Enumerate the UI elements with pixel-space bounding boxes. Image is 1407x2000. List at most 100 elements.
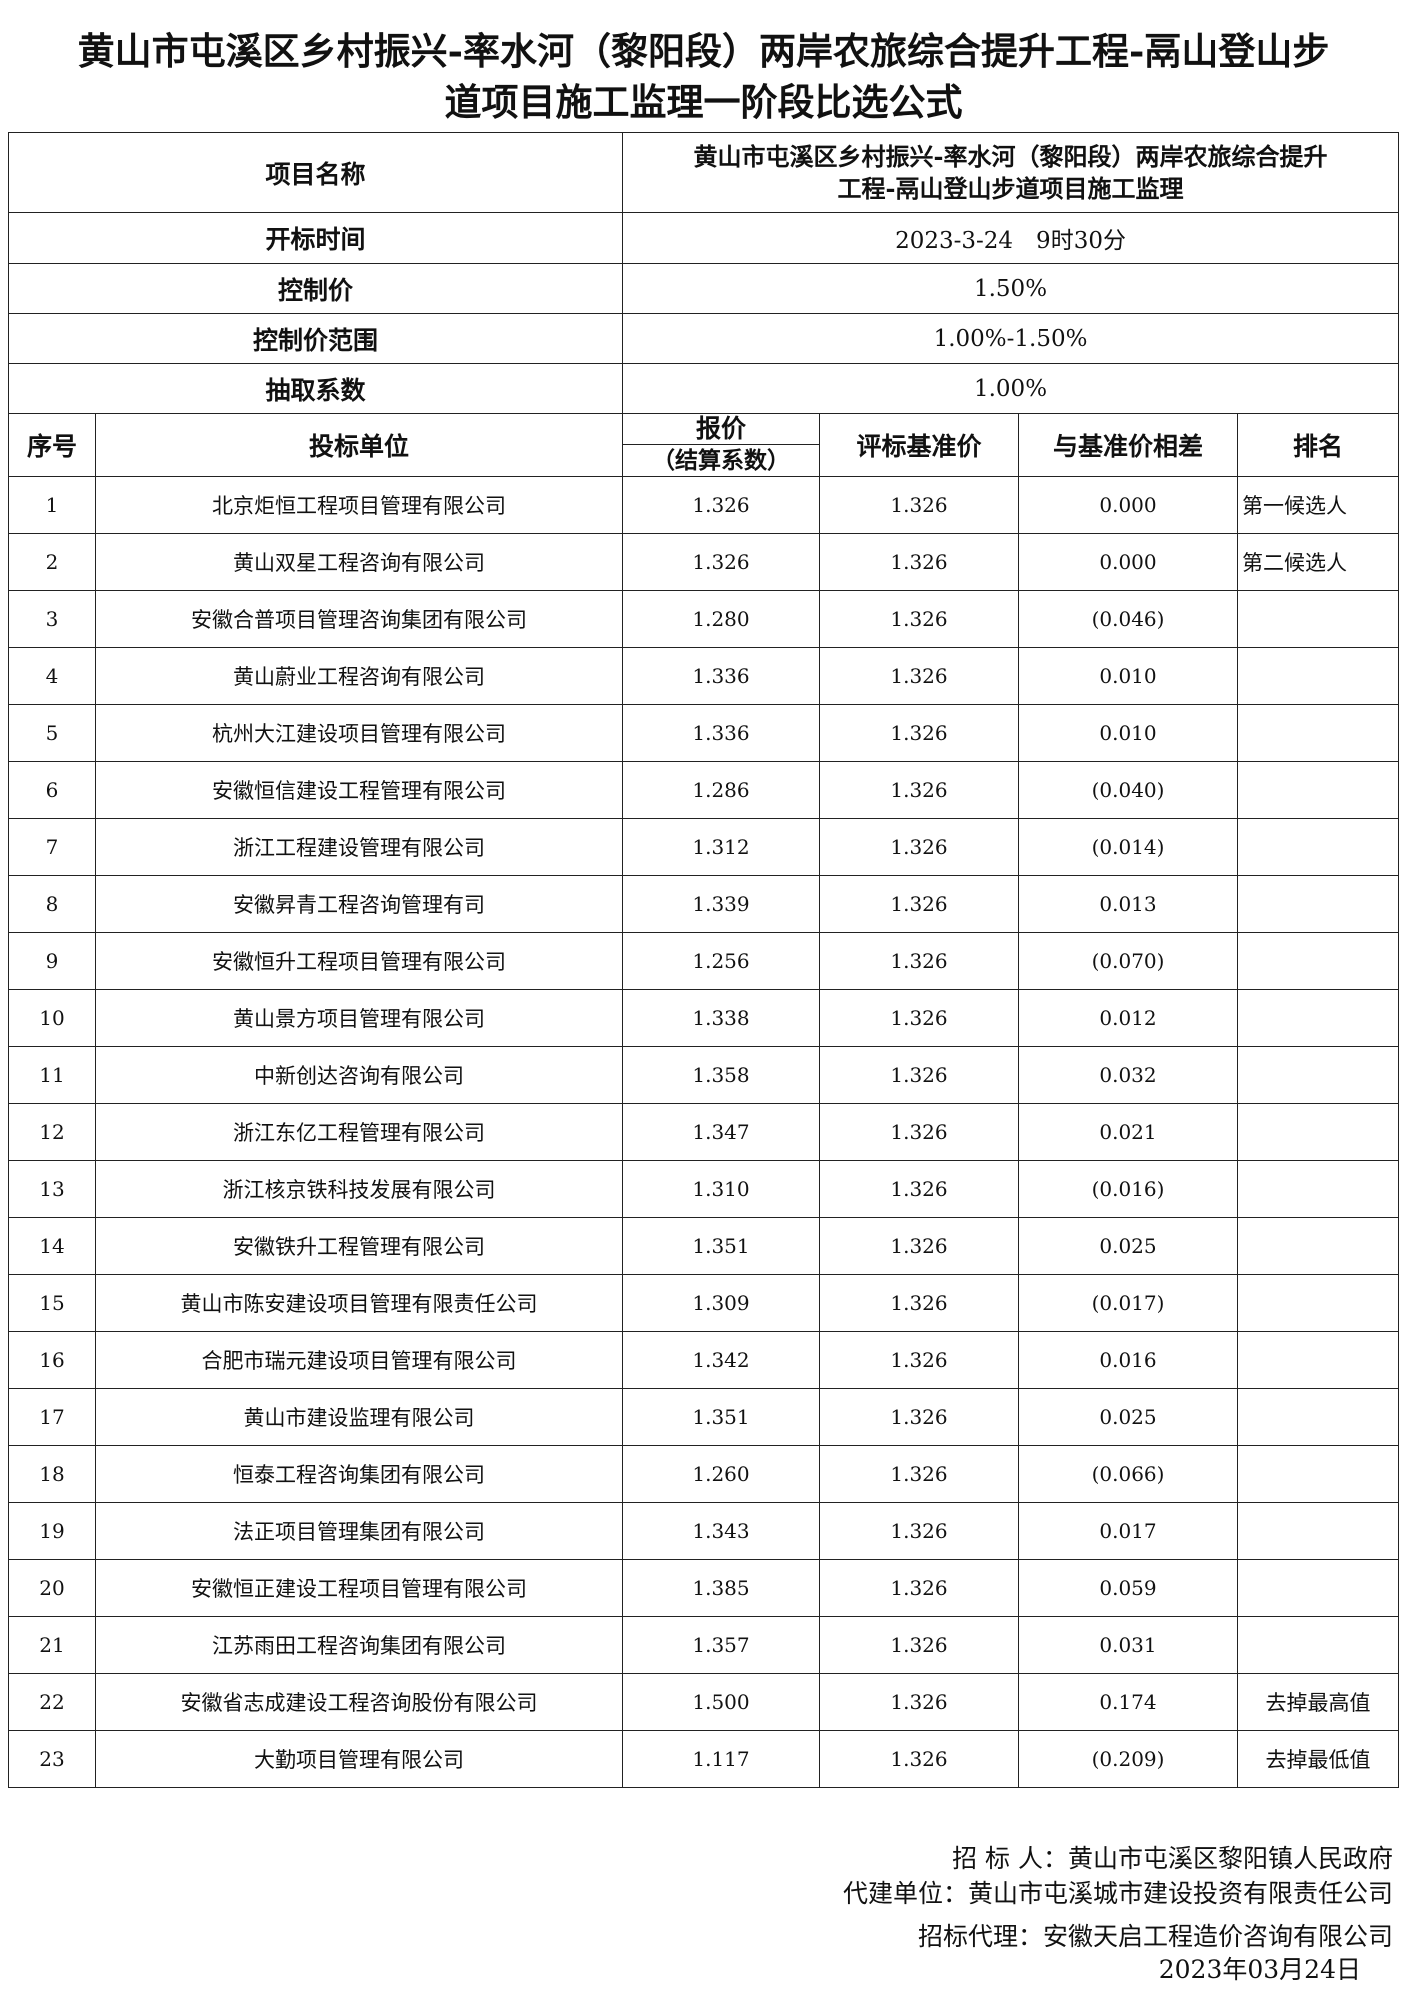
cell-benchmark: 1.326 — [819, 1502, 1020, 1560]
cell-benchmark: 1.326 — [819, 1274, 1020, 1332]
table-row: 7 浙江工程建设管理有限公司 1.312 1.326 (0.014) — [8, 818, 1400, 876]
cell-no: 20 — [8, 1559, 96, 1617]
cell-quote: 1.310 — [622, 1160, 821, 1218]
cell-benchmark: 1.326 — [819, 704, 1020, 762]
cell-bidder: 安徽恒正建设工程项目管理有限公司 — [94, 1559, 624, 1617]
cell-quote: 1.256 — [622, 932, 821, 990]
cell-no: 16 — [8, 1331, 96, 1389]
cell-diff: 0.013 — [1018, 875, 1239, 933]
cell-no: 6 — [8, 761, 96, 819]
cell-no: 19 — [8, 1502, 96, 1560]
cell-bidder: 江苏雨田工程咨询集团有限公司 — [94, 1616, 624, 1674]
cell-rank: 第一候选人 — [1237, 476, 1400, 534]
cell-diff: (0.014) — [1018, 818, 1239, 876]
cell-benchmark: 1.326 — [819, 932, 1020, 990]
cell-quote: 1.342 — [622, 1331, 821, 1389]
cell-bidder: 法正项目管理集团有限公司 — [94, 1502, 624, 1560]
cell-rank — [1237, 1160, 1400, 1218]
cell-rank — [1237, 932, 1400, 990]
cell-bidder: 黄山蔚业工程咨询有限公司 — [94, 647, 624, 705]
cell-benchmark: 1.326 — [819, 647, 1020, 705]
cell-quote: 1.326 — [622, 476, 821, 534]
cell-benchmark: 1.326 — [819, 1046, 1020, 1104]
control-range-label: 控制价范围 — [7, 313, 624, 364]
cell-quote: 1.336 — [622, 704, 821, 762]
table-row: 17 黄山市建设监理有限公司 1.351 1.326 0.025 — [8, 1388, 1400, 1446]
cell-diff: 0.010 — [1018, 704, 1239, 762]
cell-rank: 去掉最高值 — [1237, 1673, 1400, 1731]
cell-quote: 1.500 — [622, 1673, 821, 1731]
cell-benchmark: 1.326 — [819, 1559, 1020, 1617]
footer-tender-agent: 招标代理：安徽天启工程造价咨询有限公司 — [917, 1922, 1393, 1951]
project-name-line2: 工程-鬲山登山步道项目施工监理 — [837, 173, 1184, 203]
cell-bidder: 安徽铁升工程管理有限公司 — [94, 1217, 624, 1275]
project-name-value: 黄山市屯溪区乡村振兴-率水河（黎阳段）两岸农旅综合提升 工程-鬲山登山步道项目施… — [622, 132, 1400, 213]
cell-bidder: 大勤项目管理有限公司 — [94, 1730, 624, 1788]
cell-benchmark: 1.326 — [819, 476, 1020, 534]
cell-bidder: 杭州大江建设项目管理有限公司 — [94, 704, 624, 762]
cell-quote: 1.358 — [622, 1046, 821, 1104]
table-row: 10 黄山景方项目管理有限公司 1.338 1.326 0.012 — [8, 989, 1400, 1047]
header-no: 序号 — [8, 413, 96, 477]
cell-no: 22 — [8, 1673, 96, 1731]
cell-quote: 1.385 — [622, 1559, 821, 1617]
cell-bidder: 安徽恒升工程项目管理有限公司 — [94, 932, 624, 990]
footer-date: 2023年03月24日 — [1158, 1955, 1361, 1984]
cell-diff: (0.066) — [1018, 1445, 1239, 1503]
open-time-label: 开标时间 — [7, 212, 624, 264]
cell-benchmark: 1.326 — [819, 818, 1020, 876]
cell-quote: 1.280 — [622, 590, 821, 648]
cell-diff: (0.209) — [1018, 1730, 1239, 1788]
cell-rank — [1237, 1445, 1400, 1503]
cell-diff: (0.016) — [1018, 1160, 1239, 1218]
cell-bidder: 黄山市陈安建设项目管理有限责任公司 — [94, 1274, 624, 1332]
cell-rank — [1237, 1274, 1400, 1332]
control-price-value: 1.50% — [622, 263, 1400, 314]
table-row: 19 法正项目管理集团有限公司 1.343 1.326 0.017 — [8, 1502, 1400, 1560]
cell-no: 21 — [8, 1616, 96, 1674]
cell-no: 14 — [8, 1217, 96, 1275]
cell-diff: (0.070) — [1018, 932, 1239, 990]
cell-rank — [1237, 875, 1400, 933]
cell-quote: 1.312 — [622, 818, 821, 876]
table-row: 15 黄山市陈安建设项目管理有限责任公司 1.309 1.326 (0.017) — [8, 1274, 1400, 1332]
page-title-line1: 黄山市屯溪区乡村振兴-率水河（黎阳段）两岸农旅综合提升工程-鬲山登山步 — [77, 29, 1330, 73]
cell-rank — [1237, 647, 1400, 705]
cell-diff: (0.017) — [1018, 1274, 1239, 1332]
cell-no: 4 — [8, 647, 96, 705]
table-row: 1 北京炬恒工程项目管理有限公司 1.326 1.326 0.000 第一候选人 — [8, 476, 1400, 534]
coefficient-row: 抽取系数 1.00% — [7, 363, 1400, 414]
table-row: 6 安徽恒信建设工程管理有限公司 1.286 1.326 (0.040) — [8, 761, 1400, 819]
cell-no: 8 — [8, 875, 96, 933]
cell-diff: (0.040) — [1018, 761, 1239, 819]
cell-diff: 0.025 — [1018, 1217, 1239, 1275]
cell-rank — [1237, 1559, 1400, 1617]
table-row: 20 安徽恒正建设工程项目管理有限公司 1.385 1.326 0.059 — [8, 1559, 1400, 1617]
table-row: 23 大勤项目管理有限公司 1.117 1.326 (0.209) 去掉最低值 — [8, 1730, 1400, 1788]
cell-rank — [1237, 1331, 1400, 1389]
cell-rank — [1237, 1103, 1400, 1161]
table-row: 2 黄山双星工程咨询有限公司 1.326 1.326 0.000 第二候选人 — [8, 533, 1400, 591]
cell-no: 7 — [8, 818, 96, 876]
cell-quote: 1.309 — [622, 1274, 821, 1332]
cell-diff: (0.046) — [1018, 590, 1239, 648]
cell-bidder: 安徽合普项目管理咨询集团有限公司 — [94, 590, 624, 648]
cell-no: 12 — [8, 1103, 96, 1161]
footer-tenderer: 招 标 人：黄山市屯溪区黎阳镇人民政府 — [952, 1844, 1393, 1873]
cell-bidder: 安徽昇青工程咨询管理有司 — [94, 875, 624, 933]
cell-no: 9 — [8, 932, 96, 990]
cell-benchmark: 1.326 — [819, 761, 1020, 819]
cell-rank: 去掉最低值 — [1237, 1730, 1400, 1788]
cell-bidder: 浙江工程建设管理有限公司 — [94, 818, 624, 876]
open-time-value: 2023-3-24 9时30分 — [622, 212, 1400, 264]
cell-benchmark: 1.326 — [819, 590, 1020, 648]
cell-quote: 1.286 — [622, 761, 821, 819]
cell-rank — [1237, 1502, 1400, 1560]
cell-benchmark: 1.326 — [819, 1217, 1020, 1275]
cell-quote: 1.343 — [622, 1502, 821, 1560]
project-name-line1: 黄山市屯溪区乡村振兴-率水河（黎阳段）两岸农旅综合提升 — [693, 141, 1328, 171]
table-row: 22 安徽省志成建设工程咨询股份有限公司 1.500 1.326 0.174 去掉最高值 — [8, 1673, 1400, 1731]
cell-rank — [1237, 704, 1400, 762]
table-row: 16 合肥市瑞元建设项目管理有限公司 1.342 1.326 0.016 — [8, 1331, 1400, 1389]
project-name-row: 项目名称 黄山市屯溪区乡村振兴-率水河（黎阳段）两岸农旅综合提升 工程-鬲山登山… — [7, 132, 1400, 213]
